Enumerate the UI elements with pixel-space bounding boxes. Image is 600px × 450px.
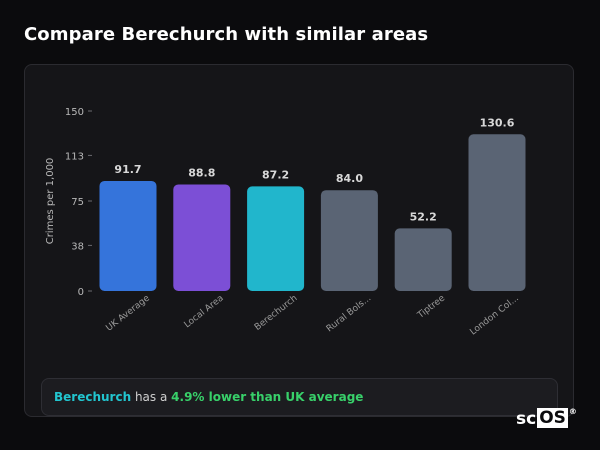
- x-tick-label: Tiptree: [415, 293, 447, 321]
- y-axis-label: Crimes per 1,000: [45, 158, 56, 245]
- bar-value-label: 91.7: [114, 163, 141, 176]
- bar: [247, 186, 305, 291]
- bar-chart: Crimes per 1,000 0 38 75 113 150 91.7 UK Averag…: [45, 107, 526, 338]
- chart-card: Crimes per 1,000 0 38 75 113 150 91.7 UK Averag…: [24, 64, 574, 417]
- x-tick-label: UK Average: [104, 293, 152, 333]
- bar: [394, 228, 452, 291]
- x-tick-label: Local Area: [183, 293, 226, 330]
- x-tick-label: Berechurch: [253, 293, 300, 332]
- bar-value-label: 52.2: [410, 210, 437, 223]
- bar: [173, 184, 231, 291]
- y-tick-label: 0: [78, 287, 84, 298]
- bar-value-label: 84.0: [336, 172, 363, 185]
- summary-comparison: 4.9% lower than UK average: [171, 390, 364, 404]
- y-tick-label: 150: [65, 107, 84, 118]
- bar: [320, 190, 378, 291]
- y-tick-label: 38: [71, 241, 84, 252]
- summary-box: Berechurch has a 4.9% lower than UK aver…: [41, 378, 558, 416]
- page-title: Compare Berechurch with similar areas: [24, 24, 429, 45]
- summary-area: Berechurch: [54, 390, 132, 404]
- x-tick-label: Rural Bols...: [325, 293, 373, 334]
- bar: [468, 134, 526, 291]
- y-tick-label: 113: [65, 151, 84, 162]
- bar-value-label: 88.8: [188, 166, 215, 179]
- bar: [99, 180, 157, 291]
- summary-middle: has a: [134, 390, 168, 404]
- scos-logo: sc OS ®: [516, 407, 577, 430]
- bar-value-label: 87.2: [262, 168, 289, 181]
- bar-value-label: 130.6: [480, 116, 515, 129]
- x-tick-label: London Col...: [468, 293, 520, 337]
- y-tick-label: 75: [71, 197, 84, 208]
